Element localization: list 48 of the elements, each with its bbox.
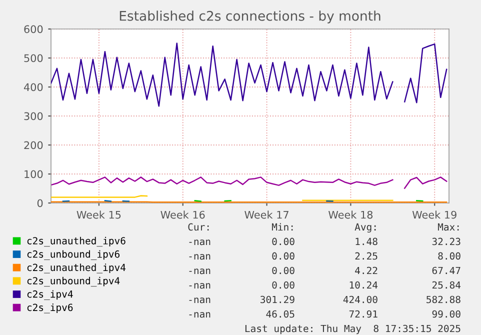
legend-label: c2s_ipv6 (27, 304, 73, 314)
text: -nan (189, 268, 210, 274)
text: 25.84 (432, 281, 461, 289)
text: Last update: Thu May 8 17:35:15 2025 (245, 324, 460, 334)
y-tick-label: 300 (24, 112, 43, 120)
x-tick-label: Week 15 (76, 210, 121, 219)
text: 0.00 (272, 281, 294, 289)
x-tick-label: Week 19 (412, 210, 456, 219)
text: -nan (189, 254, 210, 260)
legend-label: c2s_unauthed_ipv4 (27, 264, 126, 274)
text: Avg: (354, 223, 376, 233)
y-tick-label: 100 (24, 170, 43, 178)
y-tick-label: 0 (37, 199, 43, 208)
text: 1.48 (356, 238, 378, 246)
text: 582.88 (426, 296, 460, 304)
text: 2.25 (355, 252, 378, 260)
text: -nan (189, 283, 210, 289)
text: Cur: (188, 223, 209, 231)
legend-label: c2s_unbound_ipv4 (27, 276, 120, 287)
text: 72.91 (349, 310, 378, 318)
text: 32.23 (432, 238, 460, 246)
text: Min: (272, 223, 293, 231)
chart-title: Established c2s connections - by month (120, 10, 380, 24)
y-tick-label: 600 (24, 25, 43, 34)
text: -nan (189, 240, 210, 246)
y-tick-label: 200 (24, 141, 43, 150)
x-tick-label: Week 16 (160, 210, 205, 219)
text: 424.00 (343, 296, 378, 304)
legend-label: c2s_unbound_ipv6 (27, 250, 120, 260)
text: Max: (438, 223, 459, 231)
text: -nan (189, 312, 210, 318)
x-tick-label: Week 17 (244, 210, 288, 219)
text: 46.05 (266, 310, 294, 318)
legend-label: c2s_ipv4 (27, 290, 73, 300)
text: 301.29 (260, 296, 294, 304)
legend-label: c2s_unauthed_ipv6 (27, 236, 126, 247)
y-tick-label: 500 (24, 54, 43, 62)
y-tick-label: 400 (24, 83, 43, 92)
text: 0.00 (272, 266, 294, 274)
text: 0.00 (272, 238, 294, 246)
text: -nan (189, 298, 210, 304)
text: 99.00 (432, 310, 460, 318)
text: 0.00 (272, 252, 294, 260)
text: 67.47 (432, 266, 460, 274)
x-tick-label: Week 18 (328, 210, 373, 219)
text: 4.22 (355, 266, 378, 274)
text: 8.00 (438, 252, 460, 260)
text: 10.24 (350, 281, 378, 289)
